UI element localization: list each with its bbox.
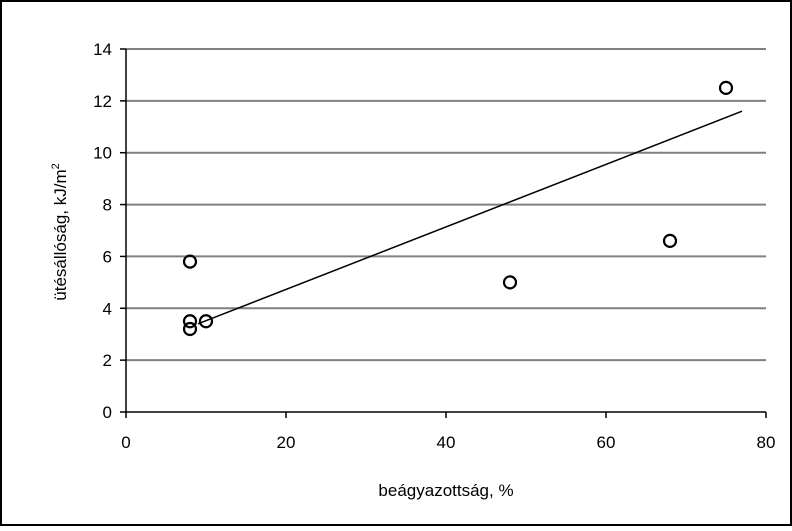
trendline-group xyxy=(197,110,743,325)
x-tick-label: 0 xyxy=(121,433,130,452)
data-point xyxy=(182,321,198,337)
x-tick-label: 60 xyxy=(597,433,616,452)
gridlines xyxy=(126,48,766,362)
y-tick-label: 12 xyxy=(93,92,112,111)
x-tick-label: 80 xyxy=(757,433,776,452)
y-axis-title-superscript: 2 xyxy=(50,163,62,169)
x-axis-title: beágyazottság, % xyxy=(378,481,513,500)
y-tick-label: 6 xyxy=(103,247,112,266)
data-point xyxy=(662,233,678,248)
y-axis-title: ütésállóság, kJ/m2 xyxy=(50,163,70,300)
x-axis-ticks: 0 20 40 60 80 xyxy=(121,412,775,452)
data-point xyxy=(182,314,198,329)
trendline xyxy=(197,110,743,325)
y-tick-label: 4 xyxy=(103,299,112,318)
x-tick-label: 40 xyxy=(437,433,456,452)
x-tick-label: 20 xyxy=(277,433,296,452)
data-point xyxy=(718,80,734,95)
data-point xyxy=(502,275,518,290)
data-point xyxy=(182,254,198,269)
y-axis-ticks: 0 2 4 6 8 10 12 14 xyxy=(93,40,126,422)
y-tick-label: 10 xyxy=(93,144,112,163)
data-point xyxy=(198,314,214,329)
y-tick-label: 2 xyxy=(103,351,112,370)
y-tick-label: 14 xyxy=(93,40,112,59)
y-tick-label: 8 xyxy=(103,196,112,215)
y-axis-title-main: ütésállóság, kJ/m xyxy=(51,169,70,300)
y-tick-label: 0 xyxy=(103,403,112,422)
data-points xyxy=(182,80,734,337)
